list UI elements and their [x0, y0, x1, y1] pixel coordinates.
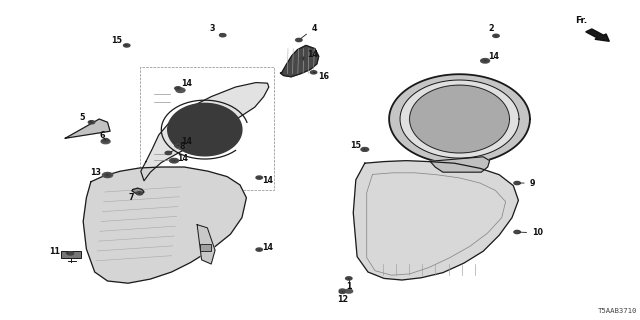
Text: 3: 3	[210, 24, 220, 34]
Text: 13: 13	[90, 168, 108, 177]
Text: 15: 15	[111, 36, 127, 45]
Polygon shape	[430, 157, 490, 172]
Bar	[140, 67, 274, 190]
Circle shape	[310, 71, 317, 74]
Circle shape	[67, 252, 74, 255]
Text: 14: 14	[303, 50, 318, 59]
Text: 11: 11	[49, 247, 68, 256]
Circle shape	[102, 139, 109, 142]
Circle shape	[136, 192, 143, 195]
Circle shape	[102, 172, 113, 178]
Circle shape	[175, 144, 181, 147]
Circle shape	[175, 87, 181, 90]
Text: 12: 12	[337, 292, 348, 304]
Circle shape	[339, 289, 346, 292]
Polygon shape	[400, 80, 519, 158]
Text: 14: 14	[174, 154, 188, 163]
Text: T5AAB3710: T5AAB3710	[597, 308, 637, 314]
Circle shape	[176, 88, 185, 92]
Text: 14: 14	[178, 79, 193, 88]
Circle shape	[101, 139, 110, 144]
Polygon shape	[197, 225, 215, 264]
Text: 15: 15	[350, 141, 365, 150]
Circle shape	[493, 34, 499, 37]
Circle shape	[171, 159, 177, 162]
Polygon shape	[83, 167, 246, 283]
Text: 9: 9	[520, 179, 535, 188]
Polygon shape	[353, 161, 518, 280]
Text: 2: 2	[489, 24, 496, 36]
Circle shape	[170, 159, 178, 163]
Circle shape	[124, 44, 130, 47]
Circle shape	[170, 158, 179, 163]
Circle shape	[482, 59, 488, 62]
Circle shape	[481, 59, 490, 63]
Circle shape	[514, 230, 520, 234]
Polygon shape	[280, 45, 319, 77]
Polygon shape	[141, 83, 269, 181]
Circle shape	[361, 148, 369, 151]
Circle shape	[345, 289, 353, 293]
Text: 4: 4	[301, 24, 317, 38]
Circle shape	[220, 34, 226, 37]
Circle shape	[514, 181, 520, 185]
Text: Fr.: Fr.	[575, 16, 587, 25]
Text: 16: 16	[314, 72, 329, 81]
Circle shape	[300, 57, 306, 60]
Text: 5: 5	[79, 113, 92, 122]
Text: 8: 8	[171, 142, 185, 152]
Text: 10: 10	[520, 228, 543, 237]
Polygon shape	[65, 119, 110, 138]
Text: 1: 1	[346, 278, 351, 291]
Text: 14: 14	[178, 137, 193, 146]
FancyArrow shape	[586, 29, 609, 41]
Circle shape	[296, 38, 302, 42]
Circle shape	[256, 176, 262, 179]
Polygon shape	[410, 85, 509, 153]
FancyBboxPatch shape	[61, 251, 81, 258]
Text: 7: 7	[129, 193, 140, 202]
Polygon shape	[168, 103, 242, 156]
Circle shape	[88, 121, 95, 124]
Circle shape	[165, 151, 172, 155]
Circle shape	[339, 290, 346, 293]
Circle shape	[104, 173, 111, 177]
Bar	[200, 244, 211, 251]
Polygon shape	[389, 74, 530, 164]
Circle shape	[362, 148, 368, 151]
Circle shape	[256, 248, 262, 251]
Text: 14: 14	[259, 243, 273, 252]
Text: 14: 14	[259, 176, 273, 185]
Circle shape	[176, 144, 185, 149]
Circle shape	[346, 277, 352, 280]
Polygon shape	[132, 188, 144, 195]
Text: 6: 6	[100, 132, 106, 140]
Text: 14: 14	[485, 52, 500, 61]
